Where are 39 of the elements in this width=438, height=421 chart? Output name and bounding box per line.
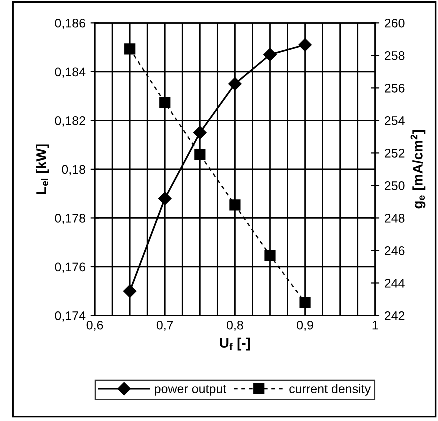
y2-tick-label: 250 bbox=[385, 182, 405, 190]
point bbox=[124, 284, 137, 298]
y2-tick-label: 260 bbox=[385, 18, 405, 28]
x-tick-label: 0,8 bbox=[227, 320, 244, 332]
y2-tick-label: 248 bbox=[385, 214, 405, 223]
point bbox=[194, 149, 206, 160]
x-tick-label: 1 bbox=[372, 321, 378, 330]
y2-tick-label: 256 bbox=[385, 84, 405, 93]
y2-tick-label: 254 bbox=[385, 116, 405, 126]
point bbox=[264, 48, 277, 62]
point bbox=[158, 192, 172, 206]
y-tick-label: 0,182 bbox=[55, 116, 86, 127]
y-tick-label: 0,174 bbox=[55, 312, 86, 322]
y-tick-label: 0,178 bbox=[55, 214, 86, 224]
y-tick-label: 0,184 bbox=[55, 68, 86, 78]
y2-tick-label: 246 bbox=[385, 246, 405, 256]
y2-axis-title: g$_{e}$ [mA/cm$^{2}$] bbox=[410, 130, 426, 209]
x-tick-label: 0,6 bbox=[86, 320, 104, 332]
point bbox=[230, 200, 241, 211]
y-tick-label: 0,176 bbox=[55, 262, 86, 274]
x-tick-label: 0,9 bbox=[297, 320, 314, 332]
point bbox=[300, 297, 311, 308]
y2-tick-label: 252 bbox=[385, 149, 405, 158]
point bbox=[228, 78, 242, 91]
y-tick-label: 0,18 bbox=[62, 165, 86, 176]
legend-label: current density bbox=[290, 384, 372, 396]
point bbox=[160, 97, 171, 108]
y2-tick-label: 244 bbox=[385, 279, 405, 288]
y-axis-title: L$_{el}$ [kW] bbox=[36, 144, 50, 194]
point bbox=[194, 126, 207, 140]
point bbox=[298, 38, 312, 52]
y2-tick-label: 258 bbox=[385, 51, 405, 60]
y-tick-label: 0,186 bbox=[55, 18, 86, 30]
y2-tick-label: 242 bbox=[385, 312, 405, 320]
legend-label: power output bbox=[155, 385, 227, 396]
x-axis-title: U$_{f}$ [-] bbox=[220, 338, 250, 351]
x-tick-label: 0,7 bbox=[156, 320, 174, 332]
point bbox=[124, 44, 136, 55]
point bbox=[264, 250, 276, 262]
